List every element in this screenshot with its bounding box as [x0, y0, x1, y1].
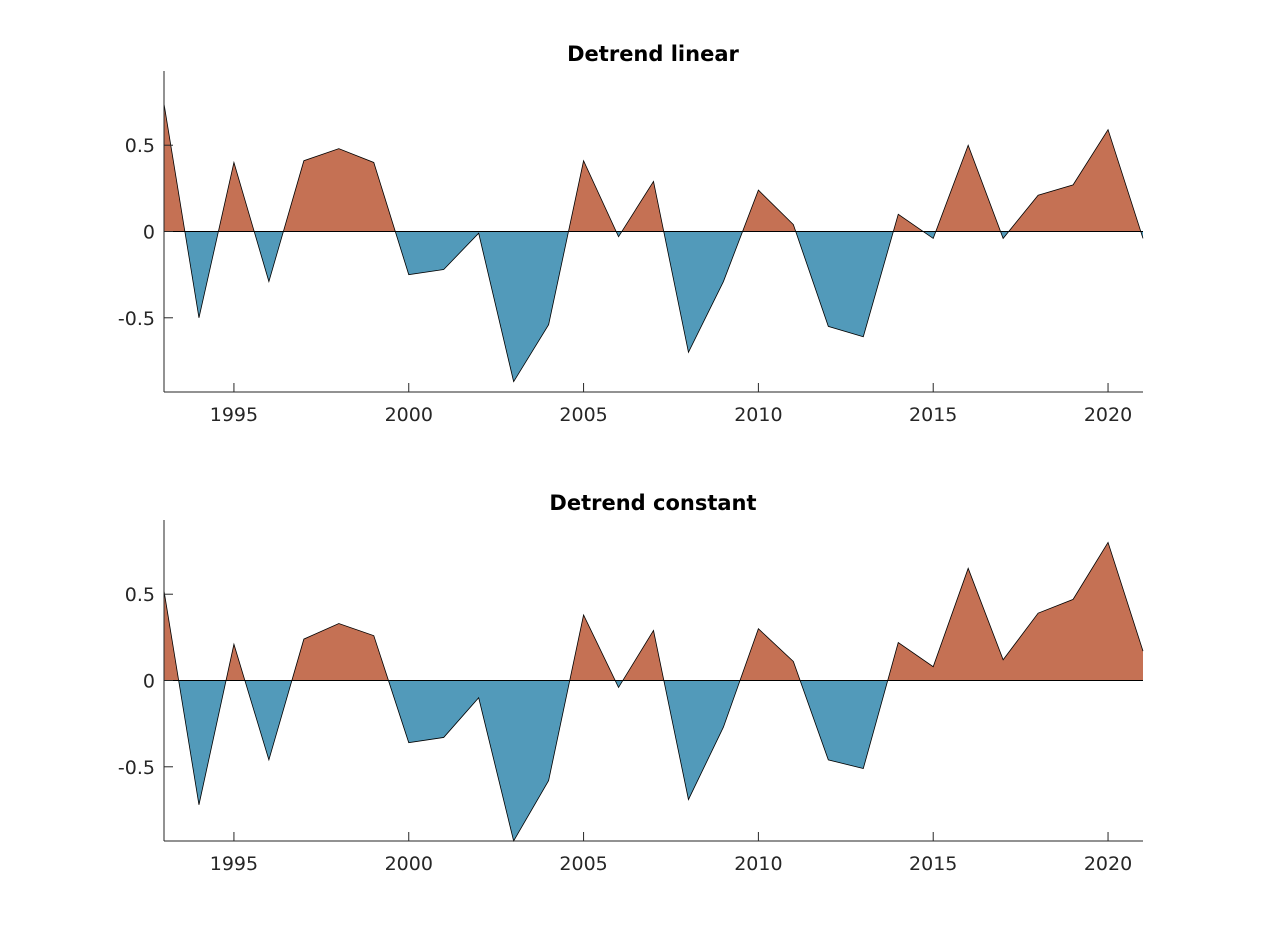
- x-tick-label: 1995: [210, 853, 258, 875]
- y-ticks: 0.5 0 -0.5: [118, 135, 173, 330]
- x-ticks: 1995 2000 2005 2010 2015 2020: [210, 832, 1132, 875]
- positive-area: [1008, 129, 1141, 232]
- y-tick-label: 0: [143, 671, 155, 693]
- negative-area: [184, 231, 219, 318]
- y-ticks: 0.5 0 -0.5: [118, 584, 173, 779]
- negative-area: [800, 680, 888, 769]
- chart-title: Detrend constant: [549, 491, 756, 515]
- chart-title: Detrend linear: [567, 42, 739, 66]
- subplot-detrend-constant: Detrend constant 1995 2000 2005 2010 2015 202…: [118, 491, 1144, 875]
- positive-area: [291, 623, 389, 681]
- negative-area: [254, 231, 284, 282]
- positive-area: [887, 542, 1143, 681]
- negative-area: [388, 680, 570, 841]
- series-outline: [163, 103, 1144, 383]
- positive-area: [935, 145, 1001, 232]
- positive-area: [568, 160, 617, 232]
- positive-area: [226, 644, 245, 681]
- y-tick-label: -0.5: [118, 308, 155, 330]
- y-tick-label: 0.5: [125, 135, 155, 157]
- y-tick-label: 0: [143, 222, 155, 244]
- negative-area: [663, 231, 743, 353]
- x-tick-label: 2000: [385, 404, 433, 426]
- negative-area: [795, 231, 894, 337]
- x-tick-label: 1995: [210, 404, 258, 426]
- subplot-detrend-linear: Detrend linear 1995 2000 2005 2010 2015 2020 …: [118, 42, 1144, 426]
- x-tick-label: 2015: [909, 853, 957, 875]
- y-tick-label: -0.5: [118, 757, 155, 779]
- positive-area: [569, 614, 616, 681]
- area-fills: [164, 103, 1143, 382]
- x-tick-label: 2020: [1084, 853, 1132, 875]
- negative-area: [616, 231, 622, 237]
- positive-area: [218, 162, 255, 232]
- series-outline: [163, 541, 1144, 843]
- x-tick-label: 2005: [559, 404, 607, 426]
- negative-area: [244, 680, 292, 760]
- x-tick-label: 2005: [559, 853, 607, 875]
- positive-area: [621, 181, 664, 232]
- positive-area: [742, 190, 796, 232]
- negative-area: [615, 680, 623, 688]
- y-tick-label: 0.5: [125, 584, 155, 606]
- positive-area: [893, 214, 924, 232]
- area-fills: [164, 542, 1143, 841]
- x-tick-label: 2010: [734, 853, 782, 875]
- x-tick-label: 2000: [385, 853, 433, 875]
- negative-area: [395, 231, 569, 382]
- x-ticks: 1995 2000 2005 2010 2015 2020: [210, 383, 1132, 426]
- positive-area: [622, 630, 664, 681]
- negative-area: [663, 680, 740, 800]
- x-tick-label: 2010: [734, 404, 782, 426]
- positive-area: [739, 628, 801, 681]
- x-tick-label: 2015: [909, 404, 957, 426]
- x-tick-label: 2020: [1084, 404, 1132, 426]
- negative-area: [178, 680, 227, 805]
- positive-area: [283, 148, 396, 232]
